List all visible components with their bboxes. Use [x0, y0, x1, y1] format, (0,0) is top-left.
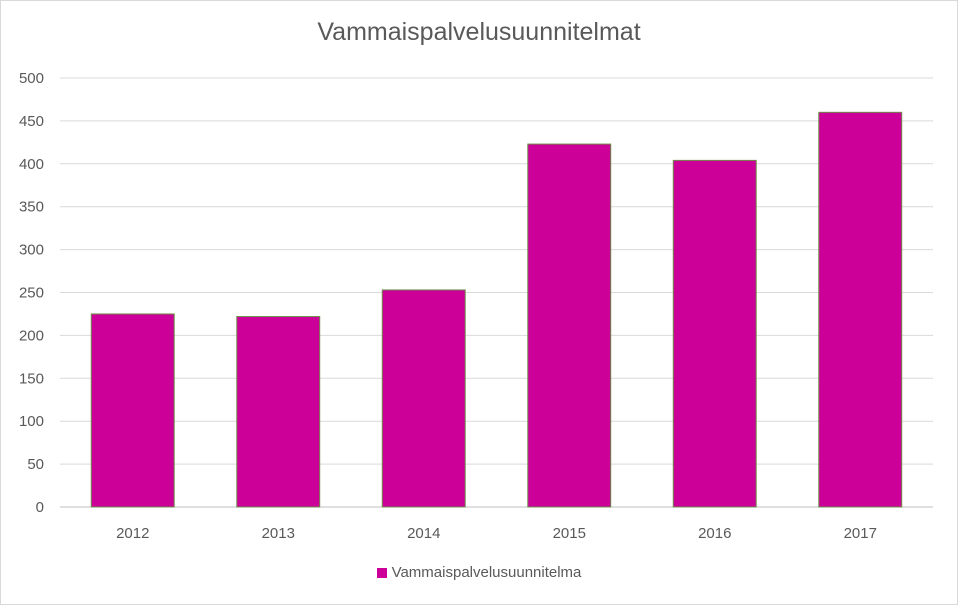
bar — [672, 159, 757, 508]
y-tick-label: 500 — [19, 70, 44, 87]
x-tick-label: 2014 — [407, 525, 440, 542]
x-tick-label: 2013 — [262, 525, 295, 542]
y-tick-label: 150 — [19, 370, 44, 387]
x-tick-label: 2016 — [698, 525, 731, 542]
legend-swatch — [376, 567, 387, 578]
y-tick-label: 100 — [19, 413, 44, 430]
bar — [90, 313, 175, 508]
y-tick-label: 400 — [19, 156, 44, 173]
bar — [527, 143, 612, 508]
x-tick-label: 2017 — [844, 525, 877, 542]
y-tick-label: 200 — [19, 327, 44, 344]
x-tick-label: 2015 — [553, 525, 586, 542]
bar — [818, 111, 903, 508]
y-tick-label: 450 — [19, 113, 44, 130]
x-tick-label: 2012 — [116, 525, 149, 542]
y-tick-label: 0 — [36, 499, 44, 516]
legend-label: Vammaispalvelusuunnitelma — [391, 564, 582, 581]
bar — [381, 289, 466, 508]
y-tick-label: 350 — [19, 199, 44, 216]
legend: Vammaispalvelusuunnitelma — [0, 564, 958, 581]
chart-title: Vammaispalvelusuunnitelmat — [317, 18, 641, 46]
y-tick-label: 250 — [19, 285, 44, 302]
y-tick-label: 50 — [27, 456, 44, 473]
bar — [236, 316, 321, 508]
y-tick-label: 300 — [19, 242, 44, 259]
